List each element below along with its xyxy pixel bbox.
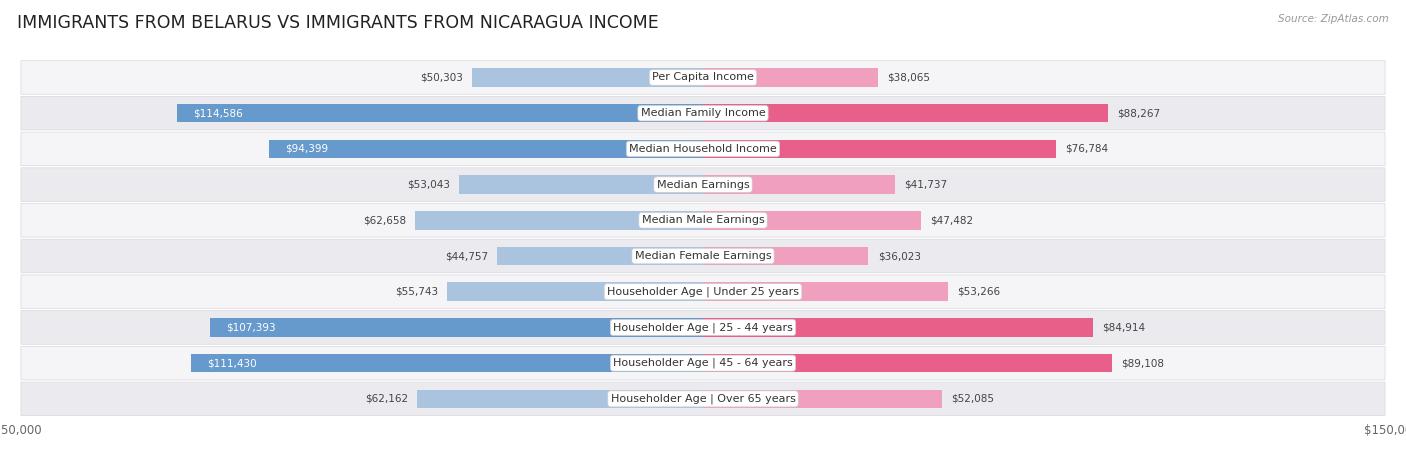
Bar [270, 140, 703, 158]
Text: Median Earnings: Median Earnings [657, 180, 749, 190]
Bar [418, 389, 703, 408]
Bar [703, 175, 894, 194]
Text: Householder Age | 45 - 64 years: Householder Age | 45 - 64 years [613, 358, 793, 368]
Bar [703, 68, 877, 87]
Text: $41,737: $41,737 [904, 180, 948, 190]
Text: Householder Age | Over 65 years: Householder Age | Over 65 years [610, 394, 796, 404]
Text: $94,399: $94,399 [285, 144, 329, 154]
Text: $36,023: $36,023 [877, 251, 921, 261]
Text: $55,743: $55,743 [395, 287, 437, 297]
Text: Median Household Income: Median Household Income [628, 144, 778, 154]
Text: $44,757: $44,757 [446, 251, 488, 261]
Text: Median Female Earnings: Median Female Earnings [634, 251, 772, 261]
Text: $38,065: $38,065 [887, 72, 929, 83]
Bar [703, 140, 1056, 158]
Text: $62,658: $62,658 [363, 215, 406, 225]
Bar [703, 354, 1112, 373]
FancyBboxPatch shape [21, 347, 1385, 380]
Bar [703, 211, 921, 230]
FancyBboxPatch shape [21, 275, 1385, 309]
Text: IMMIGRANTS FROM BELARUS VS IMMIGRANTS FROM NICARAGUA INCOME: IMMIGRANTS FROM BELARUS VS IMMIGRANTS FR… [17, 14, 658, 32]
Text: $50,303: $50,303 [420, 72, 463, 83]
Text: $76,784: $76,784 [1064, 144, 1108, 154]
Text: $52,085: $52,085 [952, 394, 994, 404]
Text: Median Male Earnings: Median Male Earnings [641, 215, 765, 225]
FancyBboxPatch shape [21, 168, 1385, 201]
Bar [209, 318, 703, 337]
Bar [191, 354, 703, 373]
Text: Median Family Income: Median Family Income [641, 108, 765, 118]
Text: Source: ZipAtlas.com: Source: ZipAtlas.com [1278, 14, 1389, 24]
Text: $84,914: $84,914 [1102, 322, 1146, 333]
Text: $47,482: $47,482 [931, 215, 973, 225]
FancyBboxPatch shape [21, 204, 1385, 237]
Bar [498, 247, 703, 265]
Bar [472, 68, 703, 87]
Bar [703, 318, 1092, 337]
Bar [703, 104, 1108, 122]
FancyBboxPatch shape [21, 61, 1385, 94]
Text: $111,430: $111,430 [207, 358, 257, 368]
Text: $62,162: $62,162 [366, 394, 408, 404]
Text: $53,043: $53,043 [408, 180, 450, 190]
FancyBboxPatch shape [21, 132, 1385, 166]
FancyBboxPatch shape [21, 382, 1385, 416]
Text: Householder Age | Under 25 years: Householder Age | Under 25 years [607, 286, 799, 297]
Text: $114,586: $114,586 [193, 108, 243, 118]
Text: Householder Age | 25 - 44 years: Householder Age | 25 - 44 years [613, 322, 793, 333]
Text: Per Capita Income: Per Capita Income [652, 72, 754, 83]
Bar [703, 247, 869, 265]
Text: $53,266: $53,266 [957, 287, 1000, 297]
Bar [447, 283, 703, 301]
Bar [703, 283, 948, 301]
FancyBboxPatch shape [21, 239, 1385, 273]
FancyBboxPatch shape [21, 96, 1385, 130]
Text: $88,267: $88,267 [1118, 108, 1161, 118]
Text: $107,393: $107,393 [226, 322, 276, 333]
Bar [415, 211, 703, 230]
Bar [177, 104, 703, 122]
Text: $89,108: $89,108 [1122, 358, 1164, 368]
FancyBboxPatch shape [21, 311, 1385, 344]
Bar [460, 175, 703, 194]
Bar [703, 389, 942, 408]
